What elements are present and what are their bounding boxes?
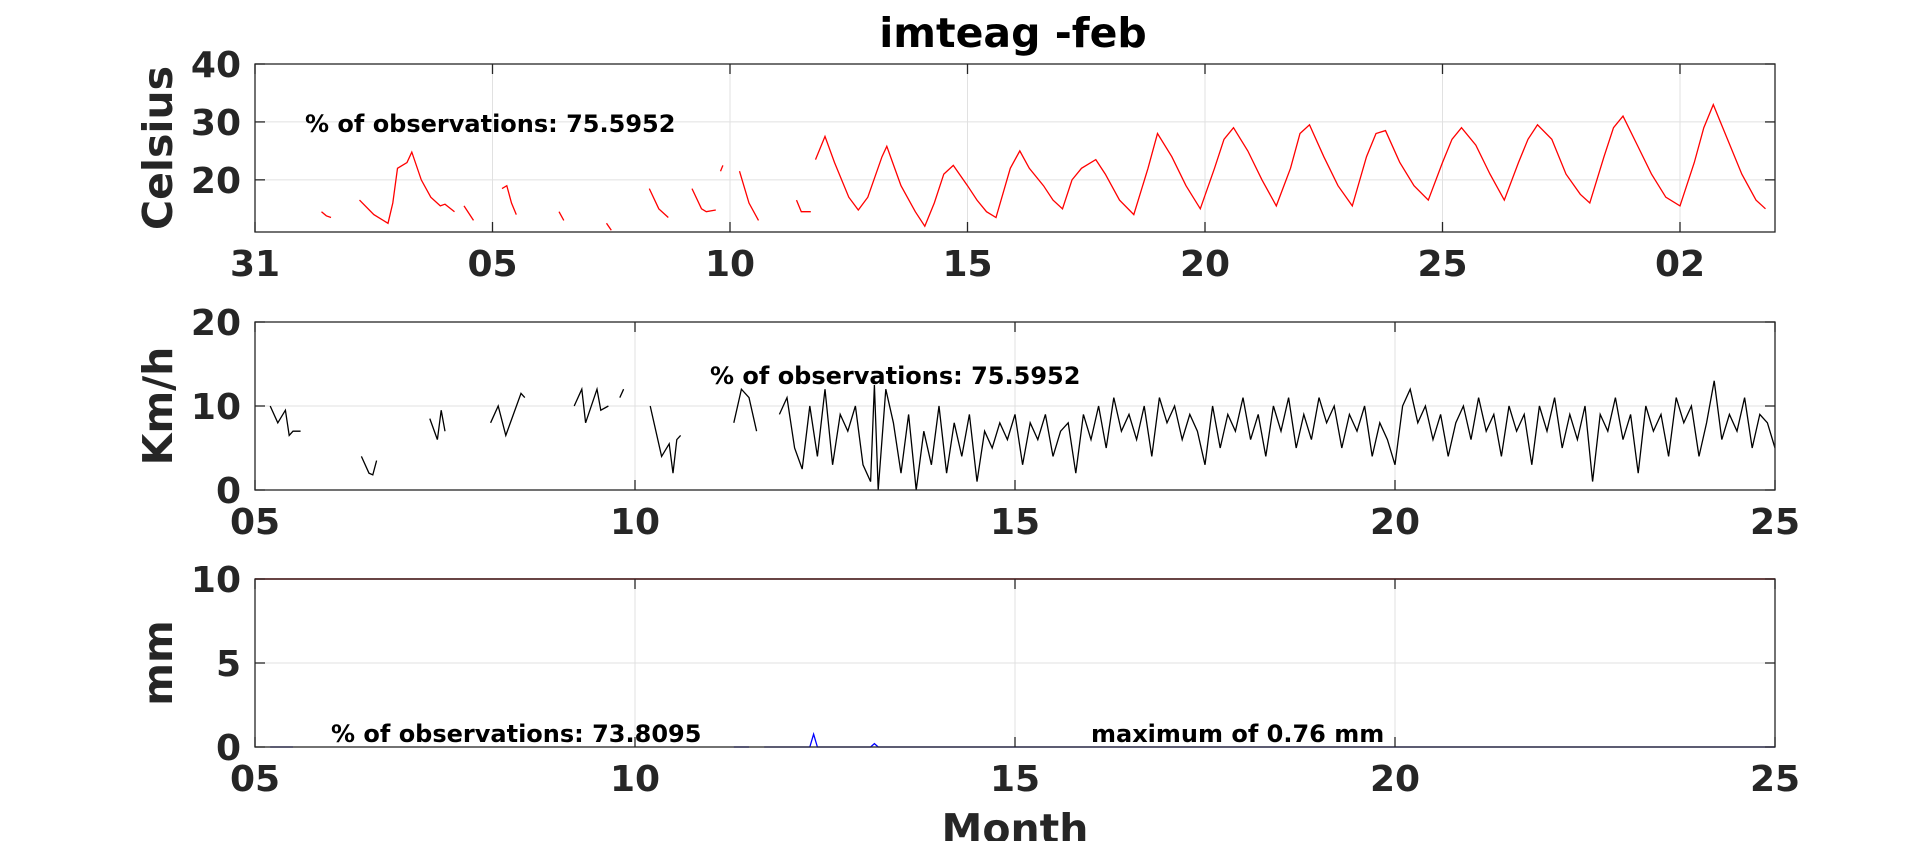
wind-series-line	[429, 410, 446, 440]
precipitation-ytick-label: 5	[216, 644, 241, 685]
wind-series-line	[490, 392, 526, 438]
temperature-ytick-label: 40	[191, 45, 241, 86]
precipitation-ylabel: mm	[134, 620, 182, 705]
temperature-series-line	[648, 188, 669, 218]
chart-title: imteag -feb	[879, 9, 1146, 57]
temperature-annotation: % of observations: 75.5952	[305, 110, 675, 138]
precipitation-annotation: % of observations: 73.8095	[331, 720, 701, 748]
wind-series-line	[573, 386, 609, 424]
temperature-xtick-label: 25	[1417, 244, 1467, 285]
temperature-series-line	[321, 211, 332, 219]
wind-series-line	[619, 388, 625, 398]
wind-xtick-label: 25	[1750, 502, 1800, 543]
wind-xtick-label: 15	[990, 502, 1040, 543]
temperature-ytick-label: 20	[191, 161, 241, 202]
x-axis-label: Month	[942, 805, 1089, 841]
temperature-ylabel: Celsius	[134, 66, 182, 230]
precipitation-ytick-label: 0	[216, 728, 241, 769]
wind-series-line	[269, 405, 301, 437]
wind-xtick-label: 10	[610, 502, 660, 543]
temperature-panel: 31 05 10 15 20 25 02 20 30 40 Celsius % of observ…	[134, 45, 1776, 285]
temperature-series-line	[558, 211, 565, 221]
temperature-xtick-label: 02	[1655, 244, 1705, 285]
precipitation-xtick-label: 05	[230, 759, 280, 800]
wind-annotation: % of observations: 75.5952	[710, 362, 1080, 390]
precipitation-xtick-label: 20	[1370, 759, 1420, 800]
wind-ytick-label: 20	[191, 303, 241, 344]
wind-panel: 05 10 15 20 25 0 10 20 Km/h % of observations: …	[134, 303, 1800, 543]
wind-ylabel: Km/h	[134, 347, 182, 466]
precipitation-ytick-label: 10	[191, 560, 241, 601]
wind-series-line	[649, 405, 682, 474]
temperature-series-line	[359, 150, 455, 225]
temperature-xtick-label: 05	[467, 244, 517, 285]
precipitation-xtick-label: 10	[610, 759, 660, 800]
temperature-series-line	[795, 199, 811, 213]
temperature-xtick-label: 31	[230, 244, 280, 285]
wind-xtick-label: 20	[1370, 502, 1420, 543]
wind-series-line	[733, 387, 758, 432]
wind-series-line	[778, 380, 1776, 491]
wind-ytick-label: 10	[191, 387, 241, 428]
temperature-series-line	[605, 222, 612, 231]
temperature-series-line	[719, 165, 724, 172]
temperature-series-line	[463, 205, 475, 221]
precipitation-xtick-label: 25	[1750, 759, 1800, 800]
temperature-xtick-label: 15	[942, 244, 992, 285]
temperature-xtick-label: 10	[705, 244, 755, 285]
temperature-series-line	[691, 188, 716, 213]
wind-series-line	[360, 456, 378, 476]
precipitation-xtick-label: 15	[990, 759, 1040, 800]
precipitation-max-annotation: maximum of 0.76 mm	[1091, 720, 1384, 748]
temperature-series-line	[738, 171, 760, 221]
wind-ytick-label: 0	[216, 471, 241, 512]
temperature-series-line	[501, 184, 517, 215]
temperature-frame	[254, 63, 1776, 233]
temperature-xtick-label: 20	[1180, 244, 1230, 285]
temperature-series-line	[814, 102, 1766, 228]
wind-xtick-label: 05	[230, 502, 280, 543]
temperature-ytick-label: 30	[191, 103, 241, 144]
